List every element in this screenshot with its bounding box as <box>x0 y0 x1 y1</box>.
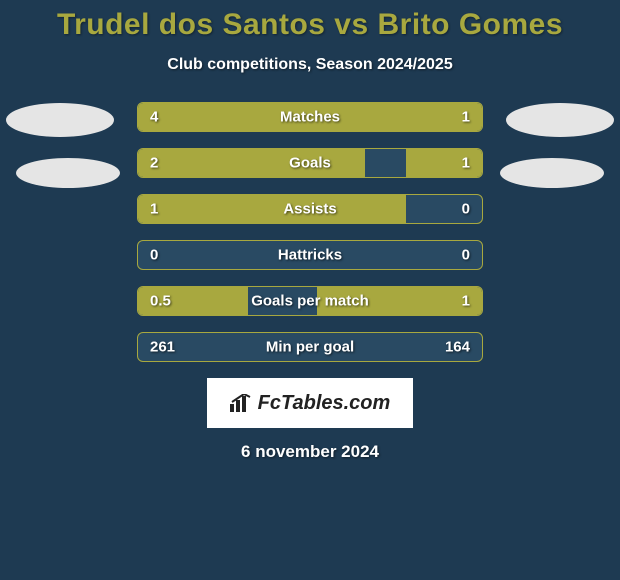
stats-area: 4 Matches 1 2 Goals 1 1 Assists 0 0 Hattricks 0 0.5 G… <box>0 102 620 362</box>
val-right: 1 <box>462 293 470 310</box>
player1-avatar-top <box>6 103 114 137</box>
season-subtitle: Club competitions, Season 2024/2025 <box>0 56 620 74</box>
val-right: 1 <box>462 155 470 172</box>
val-right: 0 <box>462 247 470 264</box>
val-right: 164 <box>445 339 470 356</box>
comparison-card: Trudel dos Santos vs Brito Gomes Club co… <box>0 0 620 462</box>
player2-avatar-top <box>506 103 614 137</box>
val-left: 261 <box>150 339 175 356</box>
chart-icon <box>230 394 252 412</box>
stat-label: Matches <box>280 109 340 126</box>
stat-row: 4 Matches 1 <box>137 102 483 132</box>
val-right: 1 <box>462 109 470 126</box>
bar-left <box>138 195 406 223</box>
val-left: 0 <box>150 247 158 264</box>
stat-label: Assists <box>283 201 336 218</box>
stat-label: Goals per match <box>251 293 369 310</box>
player1-avatar-mid <box>16 158 120 188</box>
val-right: 0 <box>462 201 470 218</box>
val-left: 4 <box>150 109 158 126</box>
stat-row: 0 Hattricks 0 <box>137 240 483 270</box>
page-title: Trudel dos Santos vs Brito Gomes <box>0 8 620 42</box>
val-left: 0.5 <box>150 293 171 310</box>
stat-label: Goals <box>289 155 331 172</box>
brand-text: FcTables.com <box>258 392 391 415</box>
val-left: 1 <box>150 201 158 218</box>
stat-label: Min per goal <box>266 339 354 356</box>
bar-right <box>406 103 482 131</box>
footer-date: 6 november 2024 <box>0 442 620 462</box>
stat-row: 261 Min per goal 164 <box>137 332 483 362</box>
stat-label: Hattricks <box>278 247 342 264</box>
bar-left <box>138 103 406 131</box>
val-left: 2 <box>150 155 158 172</box>
stat-row: 1 Assists 0 <box>137 194 483 224</box>
brand-badge: FcTables.com <box>207 378 413 428</box>
bar-right <box>406 149 482 177</box>
stat-row: 2 Goals 1 <box>137 148 483 178</box>
stat-row: 0.5 Goals per match 1 <box>137 286 483 316</box>
player2-avatar-mid <box>500 158 604 188</box>
